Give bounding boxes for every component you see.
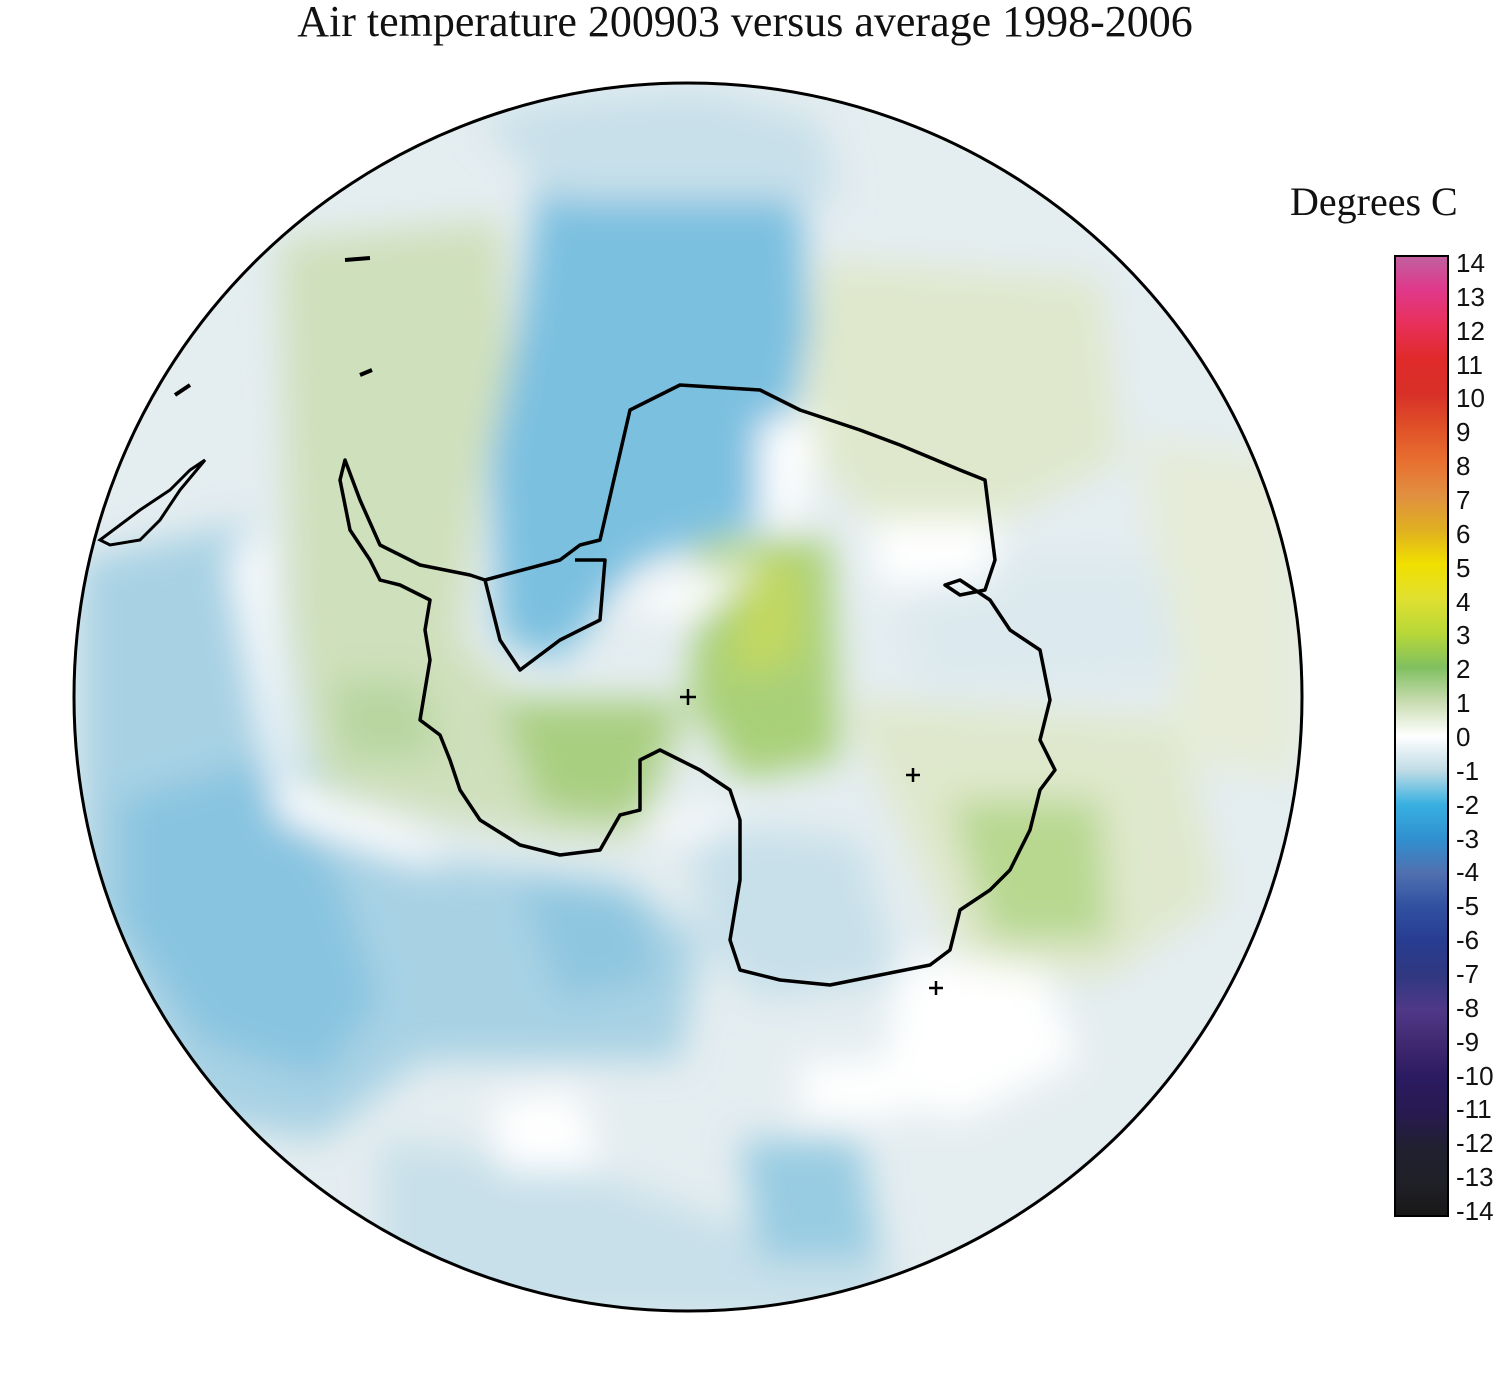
colorbar-tick-label: 11: [1456, 349, 1483, 380]
colorbar-tick-label: 4: [1456, 586, 1471, 617]
colorbar-tick-label: -13: [1456, 1162, 1494, 1193]
island-outline: [173, 256, 373, 397]
colorbar-tick-label: 8: [1456, 451, 1471, 482]
south-america-coastline: [97, 458, 207, 547]
temperature-anomaly-field: [74, 83, 1302, 1311]
colorbar-rect: [1394, 255, 1449, 1217]
colorbar-tick-label: -7: [1456, 959, 1480, 989]
colorbar-tick-label: 10: [1456, 383, 1485, 414]
south-pole-marker: [680, 689, 696, 705]
colorbar-tick-label: 3: [1456, 620, 1471, 651]
colorbar-tick-label: 5: [1456, 552, 1471, 583]
map-title: Air temperature 200903 versus average 19…: [297, 0, 1193, 46]
colorbar-tick-label: 12: [1456, 315, 1485, 346]
colorbar-tick-label: -2: [1456, 789, 1480, 820]
colorbar-tick-label: -5: [1456, 891, 1480, 922]
colorbar-tick-label: -11: [1456, 1094, 1492, 1125]
colorbar-tick-label: 1: [1456, 688, 1471, 719]
colorbar-tick-label: 0: [1456, 722, 1471, 752]
station-marker: [906, 768, 920, 782]
colorbar-tick-label: -4: [1456, 857, 1480, 888]
colorbar-tick-label: 7: [1456, 485, 1471, 515]
colorbar-tick-label: -1: [1456, 755, 1480, 786]
colorbar: [1394, 255, 1449, 1217]
station-markers: [680, 689, 943, 995]
colorbar-tick-label: 9: [1456, 417, 1471, 448]
colorbar-tick-label: -9: [1456, 1026, 1480, 1057]
station-marker: [929, 981, 943, 995]
colorbar-tick-label: 2: [1456, 654, 1471, 685]
colorbar-tick-label: 13: [1456, 281, 1485, 312]
colorbar-tick-label: 14: [1456, 248, 1485, 278]
colorbar-tick-label: -6: [1456, 925, 1480, 956]
map-boundary-circle: [72, 81, 1304, 1313]
antarctica-coastline: [338, 383, 1057, 987]
colorbar-units-label: Degrees C: [1290, 179, 1458, 224]
colorbar-tick-label: -10: [1456, 1060, 1494, 1091]
colorbar-tick-label: -8: [1456, 992, 1480, 1023]
colorbar-tick-label: 6: [1456, 518, 1471, 549]
colorbar-tick-label: -14: [1456, 1196, 1494, 1226]
colorbar-tick-label: -3: [1456, 823, 1480, 854]
colorbar-tick-label: -12: [1456, 1128, 1494, 1159]
